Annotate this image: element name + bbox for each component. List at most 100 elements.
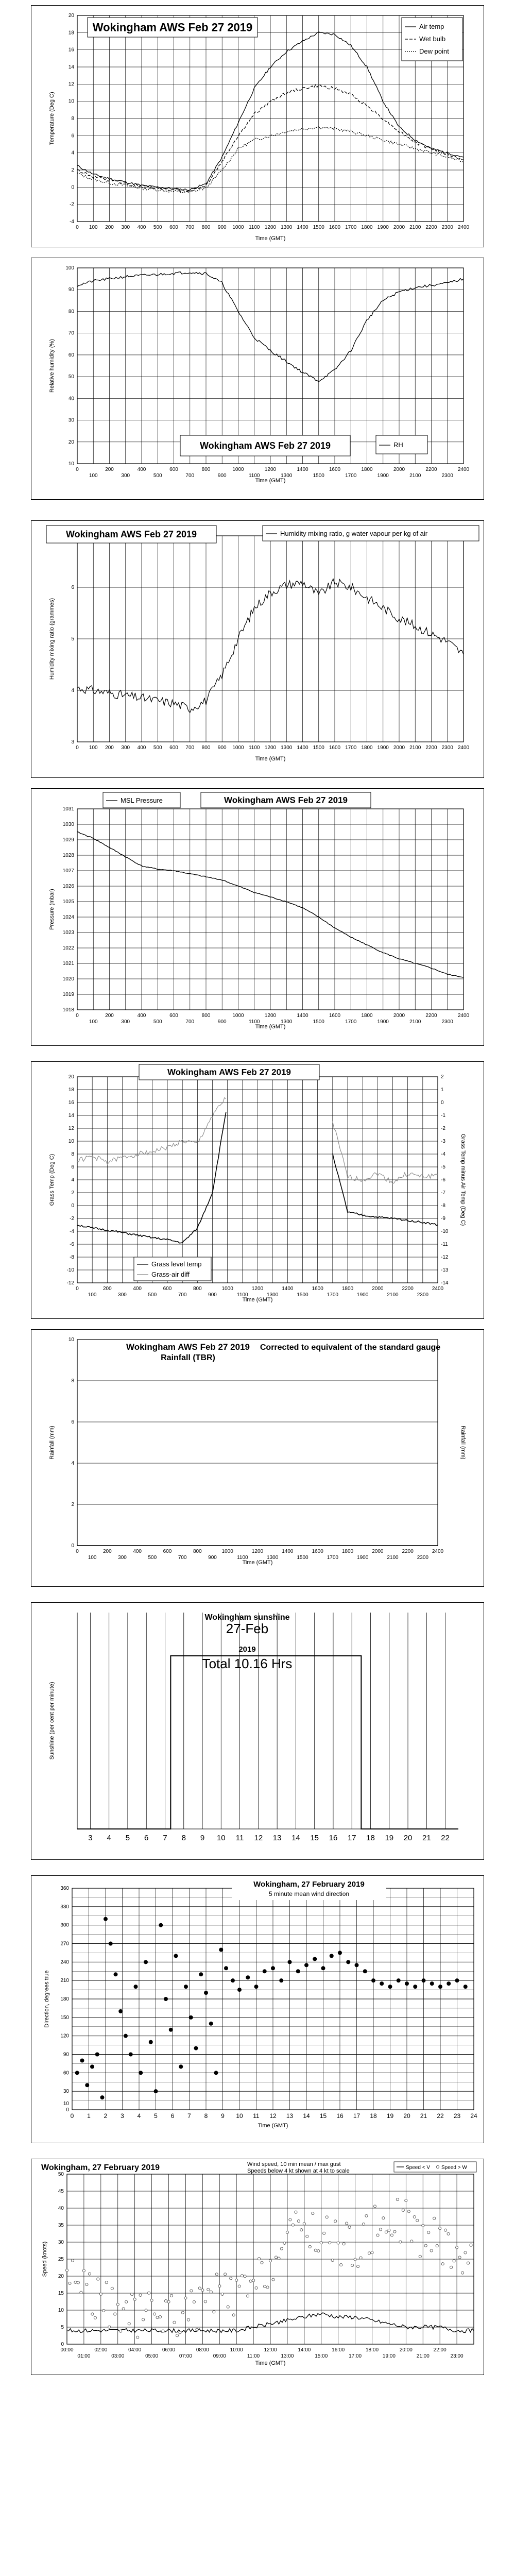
title-box [46, 525, 217, 544]
y-tick-label: 180 [60, 1996, 69, 2002]
x-tick-label: 300 [121, 225, 130, 230]
plot-frame [77, 15, 464, 222]
x-tick-label: 1300 [281, 1019, 293, 1025]
legend-label: Grass level temp [151, 1260, 202, 1268]
gust-point [116, 2302, 119, 2306]
x-tick-label: 1100 [237, 1555, 248, 1561]
gust-point [229, 2277, 233, 2280]
legend-label: Grass-air diff [151, 1270, 190, 1278]
scatter-point [75, 2071, 79, 2075]
x-tick-label: 300 [121, 1019, 130, 1025]
x-tick-label: 1100 [249, 1019, 260, 1025]
gust-point [99, 2292, 102, 2296]
y-tick-label: 6 [71, 585, 74, 590]
title-box [180, 435, 351, 456]
scatter-point [271, 1966, 275, 1971]
gust-point [365, 2214, 368, 2217]
y-tick-label: 1031 [63, 806, 75, 812]
x-tick-label: 1300 [267, 1555, 279, 1561]
scatter-point [108, 1941, 113, 1946]
y-tick-label: 70 [68, 331, 75, 336]
gust-point [322, 2231, 326, 2235]
y-tick-label-right: 1 [441, 1087, 444, 1093]
gust-point [288, 2218, 292, 2222]
x-tick-label: 800 [202, 467, 211, 472]
scatter-point [214, 2071, 218, 2075]
chart-subtitle: 5 minute mean wind direction [269, 1890, 349, 1897]
gust-point [421, 2224, 425, 2227]
x-tick-label: 14 [303, 2112, 310, 2120]
panel-border [31, 520, 484, 778]
scatter-point [159, 1923, 163, 1927]
y-tick-label: -10 [67, 1267, 75, 1273]
y-tick-label: 4 [71, 150, 74, 156]
x-tick-label: 12:00 [264, 2347, 277, 2353]
scatter-point [304, 1963, 308, 1968]
y-axis-title: Direction, degrees true [44, 1970, 50, 2027]
y-tick-label: -6 [70, 1242, 74, 1247]
gust-point [144, 2309, 148, 2312]
x-tick-label: 2300 [442, 745, 454, 751]
gust-point [79, 2291, 83, 2294]
x-tick-label: 0 [76, 225, 79, 230]
x-tick-label: 1700 [345, 225, 357, 230]
y-tick-label-right: -8 [441, 1203, 445, 1209]
wind-direction-chart-panel: 0 10 30 60 90 120 150 180 210 240 270 300 330 360 0 1 2 3… [31, 1875, 484, 2143]
x-tick-label: 600 [169, 467, 178, 472]
x-tick-label: 20 [404, 1834, 413, 1842]
y-tick-label: -12 [67, 1280, 75, 1286]
y-tick-label-right: -7 [441, 1190, 445, 1196]
x-tick-label: 0 [76, 1013, 79, 1019]
y-tick-label: 0 [61, 2342, 64, 2347]
x-tick-label: 1000 [222, 1549, 234, 1554]
gust-point [68, 2281, 72, 2285]
y-tick-label: 50 [58, 2172, 64, 2177]
x-tick-label: 1700 [345, 1019, 357, 1025]
x-tick-label: 1700 [327, 1555, 339, 1561]
series-line-mean-speed [66, 2312, 474, 2333]
x-tick-label: 1700 [327, 1292, 339, 1298]
wind-speed-chart: 0 5 10 15 20 25 30 35 40 45 50 00:00 02:00 04:00 06:00… [31, 2159, 484, 2375]
x-tick-label: 05:00 [145, 2353, 158, 2359]
x-tick-label: 500 [153, 225, 162, 230]
gust-point [396, 2198, 399, 2201]
y-tick-label: 5 [61, 2325, 64, 2330]
x-tick-label: 700 [178, 1292, 187, 1298]
x-tick-label: 22:00 [434, 2347, 447, 2353]
gust-point [277, 2257, 281, 2260]
chart-title: Wokingham AWS Feb 27 2019 [167, 1067, 291, 1077]
legend-label: Wet bulb [419, 35, 445, 43]
y-tick-label: 0 [71, 1203, 74, 1209]
gust-point [469, 2243, 473, 2247]
gust-point [147, 2291, 151, 2295]
x-tick-label: 400 [138, 467, 146, 472]
y-tick-label: 1025 [63, 899, 75, 905]
gust-point [345, 2222, 349, 2225]
x-tick-label: 2400 [458, 1013, 470, 1019]
legend-box [102, 792, 181, 808]
chart-title: Wokingham sunshine [204, 1613, 289, 1622]
x-tick-label: 1700 [345, 473, 357, 479]
y-tick-label: 60 [63, 2070, 70, 2076]
x-tick-label: 2200 [402, 1549, 414, 1554]
gust-point [169, 2294, 174, 2297]
plot-frame [77, 808, 464, 1010]
x-tick-label: 2000 [393, 467, 405, 472]
y-tick-label: 300 [60, 1923, 69, 1928]
scatter-point [168, 2027, 173, 2032]
gust-point [435, 2244, 439, 2248]
series-line-1 [77, 31, 464, 191]
y-tick-label: 0 [71, 184, 74, 190]
y-tick-label: 4 [71, 1177, 74, 1183]
x-tick-label: 2000 [393, 1013, 405, 1019]
gust-point [136, 2335, 140, 2339]
scatter-point [179, 2064, 183, 2069]
y-tick-label: 12 [68, 1126, 75, 1131]
x-tick-label: 1900 [377, 745, 389, 751]
x-tick-label: 200 [103, 1549, 112, 1554]
x-tick-label: 700 [178, 1555, 187, 1561]
panel-border [31, 1875, 484, 2143]
x-axis-title: Time (GMT) [255, 1024, 286, 1030]
x-tick-label: 04:00 [128, 2347, 141, 2353]
